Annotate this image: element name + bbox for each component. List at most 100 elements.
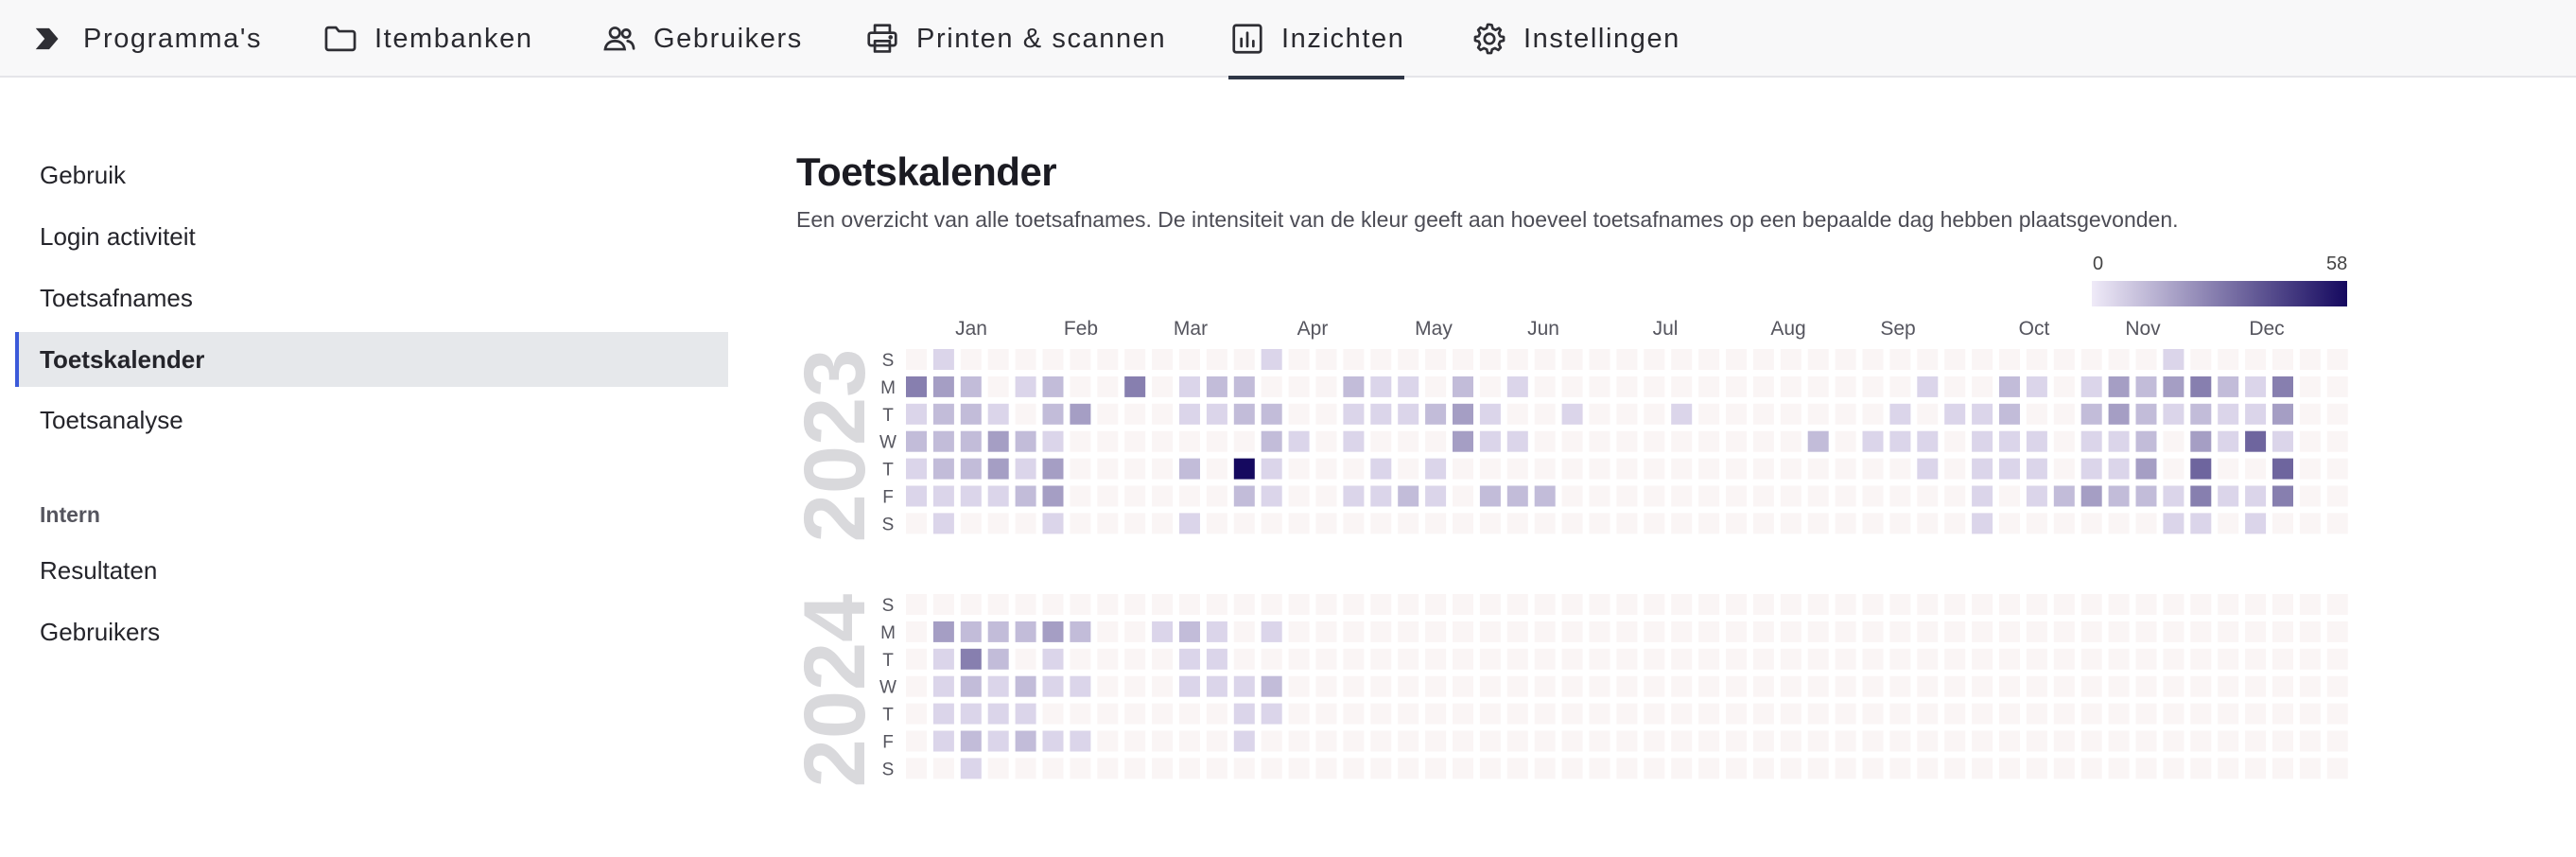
calendar-day-cell (1206, 403, 1227, 425)
calendar-day-cell (906, 485, 927, 507)
calendar-day-cell (2326, 485, 2348, 507)
calendar-day-cell (2080, 703, 2102, 725)
calendar-day-cell (1589, 513, 1610, 534)
calendar-day-cell (1206, 703, 1227, 725)
calendar-day-cell (1097, 758, 1119, 779)
calendar-day-cell (1425, 621, 1447, 642)
calendar-day-cell (2326, 758, 2348, 779)
calendar-day-cell (2190, 349, 2212, 370)
calendar-day-cell (1506, 758, 1528, 779)
calendar-day-cell (1644, 513, 1665, 534)
folder-icon (322, 20, 359, 58)
calendar-day-cell (2080, 621, 2102, 642)
calendar-day-cell (1561, 675, 1583, 697)
calendar-day-cell (1534, 513, 1556, 534)
nav-gebruikers[interactable]: Gebruikers (600, 0, 803, 78)
calendar-day-cell (1616, 513, 1638, 534)
calendar-day-cell (2053, 430, 2075, 452)
calendar-day-cell (1261, 349, 1282, 370)
calendar-day-cell (1726, 621, 1747, 642)
nav-label: Printen & scannen (916, 23, 1167, 54)
calendar-day-cell (1671, 758, 1693, 779)
sidebar-item-resultaten[interactable]: Resultaten (0, 543, 728, 598)
calendar-day-cell (1944, 430, 1966, 452)
calendar-day-cell (906, 403, 927, 425)
calendar-day-cell (2326, 430, 2348, 452)
chevron-right-icon (30, 20, 68, 58)
nav-inzichten[interactable]: Inzichten (1228, 0, 1405, 79)
calendar-day-cell (2163, 458, 2184, 480)
calendar-day-cell (1726, 648, 1747, 670)
calendar-day-cell (1261, 430, 1282, 452)
calendar-day-cell (1835, 730, 1856, 752)
calendar-day-cell (1261, 703, 1282, 725)
sidebar-item-gebruik[interactable]: Gebruik (0, 148, 728, 202)
calendar-day-cell (1070, 513, 1091, 534)
calendar-day-cell (1889, 376, 1911, 397)
weekday-label: M (880, 623, 896, 643)
calendar-day-cell (932, 730, 954, 752)
calendar-day-cell (1780, 485, 1801, 507)
calendar-day-cell (2245, 675, 2267, 697)
calendar-day-cell (1398, 758, 1419, 779)
calendar-day-cell (1233, 513, 1255, 534)
calendar-day-cell (1752, 403, 1774, 425)
calendar-day-cell (2108, 621, 2130, 642)
calendar-day-cell (1917, 458, 1939, 480)
calendar-day-cell (1644, 758, 1665, 779)
calendar-day-cell (1097, 675, 1119, 697)
calendar-day-cell (2080, 403, 2102, 425)
calendar-day-cell (2272, 703, 2293, 725)
calendar-day-cell (2053, 485, 2075, 507)
calendar-day-cell (1152, 758, 1174, 779)
calendar-day-cell (2218, 648, 2239, 670)
calendar-day-cell (1726, 430, 1747, 452)
sidebar-item-toetskalender[interactable]: Toetskalender (15, 332, 728, 387)
calendar-day-cell (1589, 458, 1610, 480)
calendar-day-cell (1479, 675, 1501, 697)
sidebar-item-gebruikers[interactable]: Gebruikers (0, 604, 728, 659)
nav-printen-scannen[interactable]: Printen & scannen (863, 0, 1166, 78)
sidebar-item-login-activiteit[interactable]: Login activiteit (0, 209, 728, 264)
calendar-day-cell (1425, 485, 1447, 507)
calendar-day-cell (2108, 485, 2130, 507)
calendar-day-cell (1889, 758, 1911, 779)
calendar-day-cell (1534, 485, 1556, 507)
legend-max-label: 58 (2326, 254, 2348, 274)
calendar-day-cell (1944, 485, 1966, 507)
calendar-day-cell (1152, 703, 1174, 725)
calendar-day-cell (960, 730, 982, 752)
calendar-day-cell (2326, 513, 2348, 534)
sidebar-item-toetsafnames[interactable]: Toetsafnames (0, 271, 728, 325)
calendar-day-cell (1453, 485, 1473, 507)
calendar-day-cell (1944, 349, 1966, 370)
calendar-day-cell (1506, 403, 1528, 425)
calendar-day-cell (932, 376, 954, 397)
nav-instellingen[interactable]: Instellingen (1471, 0, 1680, 78)
calendar-day-cell (1015, 349, 1036, 370)
calendar-day-cell (2080, 349, 2102, 370)
calendar-day-cell (1233, 758, 1255, 779)
calendar-day-cell (2326, 403, 2348, 425)
calendar-day-cell (1233, 458, 1255, 480)
calendar-day-cell (1644, 594, 1665, 615)
calendar-day-cell (1644, 675, 1665, 697)
calendar-day-cell (1070, 758, 1091, 779)
calendar-day-cell (1726, 758, 1747, 779)
nav-itembanken[interactable]: Itembanken (322, 0, 533, 78)
calendar-day-cell (1726, 594, 1747, 615)
calendar-day-cell (960, 458, 982, 480)
calendar-day-cell (960, 513, 982, 534)
calendar-day-cell (1261, 648, 1282, 670)
calendar-day-cell (1972, 403, 1993, 425)
calendar-day-cell (1506, 376, 1528, 397)
calendar-day-cell (1862, 621, 1884, 642)
calendar-day-cell (2163, 513, 2184, 534)
calendar-day-cell (1561, 349, 1583, 370)
nav-programmas[interactable]: Programma's (30, 0, 262, 78)
weekday-label: S (882, 760, 895, 779)
calendar-day-cell (1124, 403, 1146, 425)
sidebar-item-label: Toetsanalyse (40, 405, 183, 434)
sidebar-item-toetsanalyse[interactable]: Toetsanalyse (0, 393, 728, 447)
calendar-day-cell (1780, 594, 1801, 615)
